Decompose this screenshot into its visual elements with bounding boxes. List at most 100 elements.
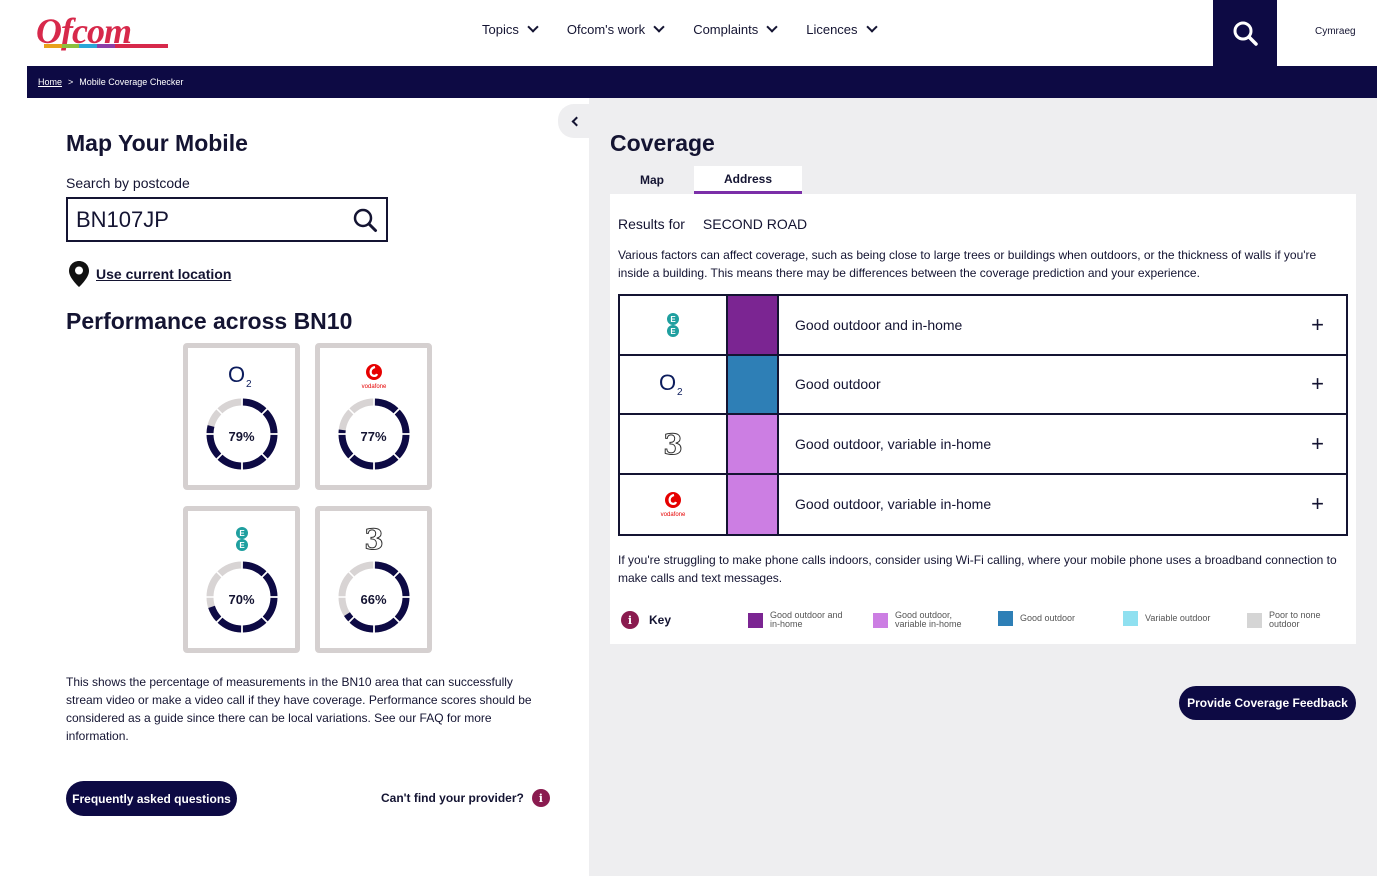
provide-coverage-feedback-button[interactable]: Provide Coverage Feedback <box>1179 686 1356 720</box>
coverage-swatch <box>728 474 779 534</box>
breadcrumb-current: Mobile Coverage Checker <box>79 77 184 87</box>
nav-complaints[interactable]: Complaints <box>693 21 778 37</box>
results-for: Results for SECOND ROAD <box>618 216 807 232</box>
performance-percent: 66% <box>360 592 387 607</box>
faq-button[interactable]: Frequently asked questions <box>66 781 237 816</box>
ofcom-logo[interactable]: Ofcom <box>36 13 169 50</box>
gauge-tick <box>260 570 269 579</box>
key-item: Poor to none outdoor <box>1247 611 1329 629</box>
gauge-segment <box>374 454 399 470</box>
coverage-row-vodafone[interactable]: vodafone Good outdoor, variable in-home … <box>620 474 1346 534</box>
coverage-status: Good outdoor and in-home <box>795 316 963 333</box>
gauge-segment <box>262 409 278 434</box>
coverage-swatch <box>728 415 779 473</box>
key-text: Good outdoor and in-home <box>770 610 843 629</box>
search-icon[interactable] <box>352 207 378 233</box>
svg-text:E: E <box>670 315 676 324</box>
gauge-tick <box>215 615 224 624</box>
gauge-segment <box>349 454 374 470</box>
gauge-segment <box>374 398 399 414</box>
chevron-left-icon <box>571 116 581 126</box>
gauge-tick <box>392 570 401 579</box>
gauge-tick <box>347 615 356 624</box>
svg-text:2: 2 <box>677 387 683 397</box>
key-swatch <box>748 612 763 628</box>
gauge-segment <box>262 572 278 597</box>
gauge-segment <box>262 434 278 459</box>
gauge-tick <box>347 452 356 461</box>
key-swatch <box>873 612 888 628</box>
coverage-swatch <box>728 355 779 413</box>
site-search-button[interactable] <box>1213 0 1277 66</box>
gauge-tick <box>392 407 401 416</box>
svg-text:vodafone: vodafone <box>361 384 386 390</box>
performance-title: Performance across BN10 <box>66 308 353 334</box>
gauge-segment <box>394 572 410 597</box>
breadcrumb-separator: > <box>68 77 74 87</box>
svg-text:E: E <box>239 541 245 550</box>
coverage-title: Coverage <box>610 130 715 156</box>
chevron-down-icon <box>527 21 539 33</box>
postcode-input[interactable] <box>76 205 336 235</box>
use-current-location-link[interactable]: Use current location <box>68 260 231 288</box>
svg-text:O: O <box>228 363 245 387</box>
svg-text:E: E <box>670 327 676 336</box>
svg-text:3: 3 <box>364 525 383 553</box>
tab-address[interactable]: Address <box>694 166 802 194</box>
three-logo: 3 <box>620 415 728 473</box>
wifi-calling-note: If you're struggling to make phone calls… <box>618 553 1337 585</box>
gauge-segment <box>374 561 399 577</box>
key-item: Good outdoor, variable in-home <box>873 611 975 629</box>
postcode-search-box <box>66 197 388 242</box>
nav-label: Topics <box>482 22 519 37</box>
performance-gauge <box>205 560 279 634</box>
search-icon <box>1233 21 1258 46</box>
gauge-segment <box>242 617 267 633</box>
nav-ofcoms-work[interactable]: Ofcom's work <box>566 21 665 37</box>
language-toggle[interactable]: Cymraeg <box>1315 26 1356 37</box>
coverage-row-three[interactable]: 3 Good outdoor, variable in-home + <box>620 415 1346 475</box>
performance-card-three: 3 66% <box>315 506 432 653</box>
expand-icon: + <box>1311 430 1324 456</box>
use-location-label: Use current location <box>96 266 232 282</box>
breadcrumb: Home > Mobile Coverage Checker <box>27 66 1377 98</box>
breadcrumb-home[interactable]: Home <box>38 77 63 87</box>
performance-description: This shows the percentage of measurement… <box>66 675 532 743</box>
key-text: Good outdoor <box>1020 613 1076 623</box>
key-text: Poor to none outdoor <box>1269 610 1321 629</box>
gauge-segment <box>206 434 222 459</box>
tab-map[interactable]: Map <box>640 173 664 187</box>
coverage-swatch <box>728 296 779 354</box>
key-info[interactable]: i Key <box>621 611 671 629</box>
postcode-label: Search by postcode <box>66 175 190 191</box>
nav-licences[interactable]: Licences <box>806 21 878 37</box>
key-swatch <box>1247 612 1262 628</box>
vodafone-logo: vodafone <box>620 474 728 534</box>
gauge-segment <box>338 434 354 459</box>
logo-color-bar <box>44 44 169 48</box>
expand-icon: + <box>1311 491 1324 517</box>
expand-icon: + <box>1311 311 1324 337</box>
svg-text:3: 3 <box>663 430 682 458</box>
gauge-segment <box>344 612 354 622</box>
performance-card-vodafone: vodafone 77% <box>315 343 432 490</box>
page-title: Map Your Mobile <box>66 130 248 156</box>
cant-find-provider-link[interactable]: Can't find your provider? i <box>381 789 550 807</box>
info-icon: i <box>621 611 639 629</box>
gauge-segment <box>262 597 278 622</box>
gauge-segment <box>394 434 410 459</box>
nav-topics[interactable]: Topics <box>482 21 539 37</box>
key-swatch <box>998 611 1013 626</box>
nav-label: Ofcom's work <box>566 22 646 37</box>
coverage-factors-note: Various factors can affect coverage, suc… <box>618 248 1317 280</box>
gauge-tick <box>215 452 224 461</box>
gauge-segment <box>374 617 399 633</box>
gauge-tick <box>347 570 356 579</box>
collapse-panel-button[interactable] <box>558 104 590 138</box>
